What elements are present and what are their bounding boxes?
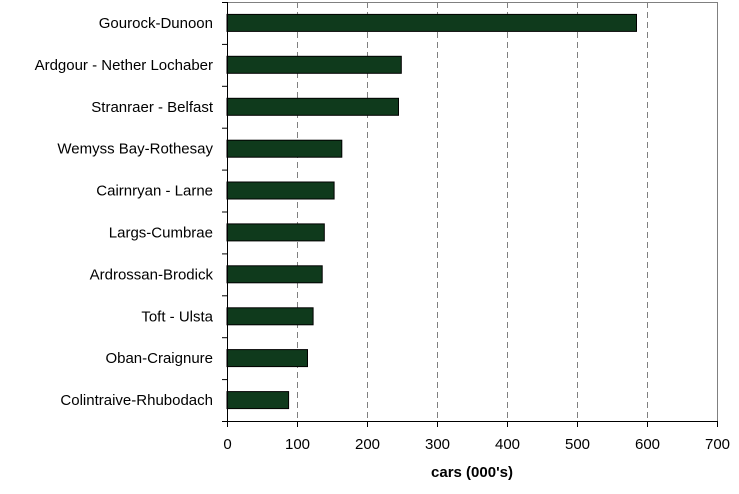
category-label-1: Ardgour - Nether Lochaber xyxy=(35,57,213,74)
category-label-0: Gourock-Dunoon xyxy=(99,15,213,32)
x-tick-label-400: 400 xyxy=(495,436,520,453)
bars xyxy=(226,13,637,410)
category-label-2: Stranraer - Belfast xyxy=(91,99,214,116)
x-tick-labels: 0 100 200 300 400 500 600 700 xyxy=(223,436,730,453)
category-label-6: Ardrossan-Brodick xyxy=(90,266,214,283)
category-label-5: Largs-Cumbrae xyxy=(109,224,213,241)
bar-2 xyxy=(226,97,399,116)
category-labels: Gourock-Dunoon Ardgour - Nether Lochaber S… xyxy=(35,15,214,409)
bar-3 xyxy=(226,139,343,158)
x-tick-label-300: 300 xyxy=(425,436,450,453)
x-tick-label-0: 0 xyxy=(223,436,231,453)
category-label-3: Wemyss Bay-Rothesay xyxy=(57,141,213,158)
bar-7 xyxy=(226,307,314,326)
category-label-9: Colintraive-Rhubodach xyxy=(60,392,213,409)
bar-6 xyxy=(226,265,323,284)
x-tick-label-500: 500 xyxy=(565,436,590,453)
x-tick-label-700: 700 xyxy=(705,436,730,453)
category-label-4: Cairnryan - Larne xyxy=(96,183,213,200)
category-label-8: Oban-Craignure xyxy=(105,350,213,367)
axes xyxy=(222,2,718,427)
x-tick-label-200: 200 xyxy=(355,436,380,453)
bar-0 xyxy=(226,13,637,32)
x-axis-title: cars (000's) xyxy=(431,464,513,481)
x-tick-label-600: 600 xyxy=(635,436,660,453)
bar-5 xyxy=(226,223,325,242)
bar-9 xyxy=(226,391,290,410)
category-label-7: Toft - Ulsta xyxy=(141,308,213,325)
bar-1 xyxy=(226,55,402,74)
bar-4 xyxy=(226,181,335,200)
bar-8 xyxy=(226,349,308,368)
x-tick-label-100: 100 xyxy=(285,436,310,453)
